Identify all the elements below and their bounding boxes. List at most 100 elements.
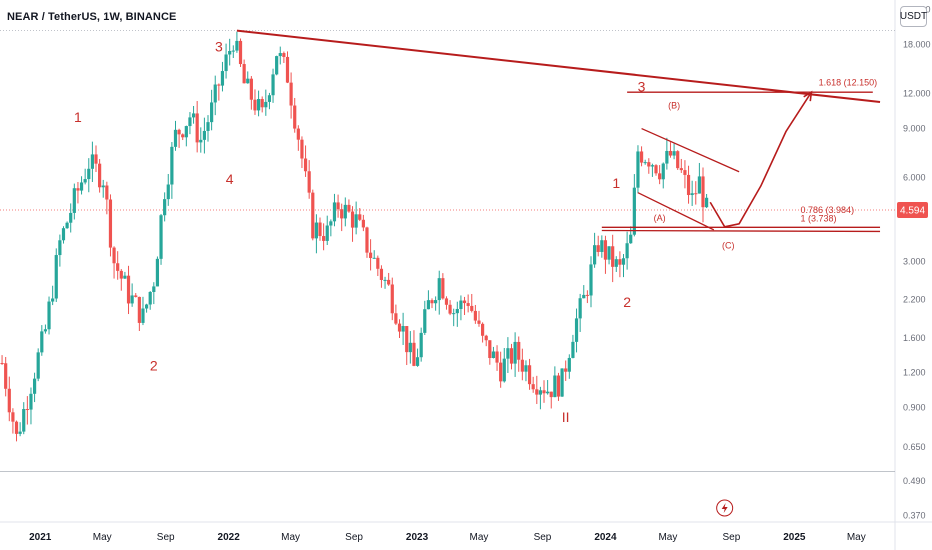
candle-body	[553, 375, 557, 398]
wave-label: 2	[150, 358, 158, 374]
candle-body	[69, 212, 73, 223]
candle-body	[282, 53, 286, 57]
candle-body	[473, 310, 477, 321]
candle-body	[441, 278, 445, 299]
x-tick-label: May	[281, 532, 300, 543]
channel-lower[interactable]	[637, 192, 715, 231]
wave-label: 2	[623, 294, 631, 310]
candle-body	[300, 139, 304, 159]
candle-body	[246, 78, 250, 84]
candle-body	[672, 151, 676, 156]
candle-body	[314, 222, 318, 239]
candle-body	[289, 82, 293, 106]
x-tick-label: May	[470, 532, 489, 543]
channel-upper[interactable]	[641, 127, 740, 173]
candle-body	[58, 240, 62, 256]
candle-body	[632, 187, 636, 235]
candle-body	[90, 154, 94, 169]
candle-body	[329, 221, 333, 226]
candle-body	[365, 227, 369, 253]
candle-body	[546, 391, 550, 394]
candle-body	[466, 303, 470, 306]
candle-body	[354, 214, 358, 228]
candle-body	[101, 185, 105, 188]
candle-body	[7, 388, 11, 413]
candle-body	[513, 341, 517, 364]
y-tick-label: 1.600	[903, 333, 926, 343]
candle-body	[235, 40, 239, 51]
support-level-2[interactable]	[601, 229, 881, 233]
resistance-trendline[interactable]	[236, 29, 881, 104]
candle-body	[459, 300, 463, 309]
candle-body	[658, 173, 662, 180]
projection-arrowhead	[803, 90, 813, 102]
candle-body	[108, 199, 113, 248]
candle-body	[238, 40, 243, 65]
candle-body	[578, 298, 582, 319]
candle-body	[206, 122, 210, 131]
candle-body	[527, 365, 532, 385]
candle-body	[188, 117, 192, 127]
candle-body	[607, 246, 611, 260]
fib-annotation: 0.786 (3.984)	[801, 205, 855, 215]
candle-body	[701, 176, 705, 208]
candle-body	[65, 222, 69, 229]
candle-body	[614, 259, 618, 267]
candle-body	[275, 56, 279, 75]
candle-body	[462, 300, 467, 304]
x-tick-label: 2025	[783, 532, 806, 543]
candle-body	[676, 151, 680, 169]
wave-label: 1	[612, 175, 620, 191]
projection-path[interactable]	[709, 91, 813, 228]
candle-body	[600, 240, 604, 252]
candle-body	[228, 51, 232, 55]
candle-body	[629, 234, 633, 244]
last-price-label: 4.594	[900, 206, 925, 217]
y-tick-label: 2.200	[903, 294, 926, 304]
candle-body	[426, 300, 431, 310]
candle-body	[567, 357, 571, 372]
candle-body	[256, 99, 261, 111]
candle-body	[210, 102, 214, 123]
candle-body	[665, 150, 669, 164]
candle-body	[32, 378, 37, 394]
candle-body	[116, 263, 120, 271]
candle-body	[191, 113, 196, 118]
candle-body	[488, 340, 492, 359]
y-tick-label: 0.490	[903, 476, 926, 486]
candle-body	[538, 390, 543, 395]
candle-body	[137, 296, 141, 323]
candle-body	[484, 335, 488, 341]
x-tick-label: May	[658, 532, 677, 543]
candle-body	[434, 300, 438, 304]
candle-body	[43, 329, 48, 332]
candle-body	[231, 50, 235, 52]
x-tick-label: May	[93, 532, 112, 543]
candle-body	[643, 162, 647, 164]
wave-label: (C)	[722, 240, 735, 250]
candle-body	[661, 163, 665, 180]
candle-body	[25, 409, 29, 411]
candle-body	[271, 74, 275, 96]
currency-button[interactable]: USDT	[900, 6, 927, 27]
wave-label: (B)	[668, 101, 680, 111]
candle-body	[332, 202, 337, 222]
x-tick-label: 2024	[594, 532, 617, 543]
y-tick-label: 0.650	[903, 442, 926, 452]
candle-body	[379, 268, 384, 280]
y-tick-label: 3.000	[903, 257, 926, 267]
candle-body	[303, 158, 308, 172]
candle-body	[524, 365, 528, 372]
candle-body	[564, 368, 568, 372]
x-tick-label: 2023	[406, 532, 429, 543]
candle-body	[376, 257, 380, 269]
candle-body	[184, 126, 188, 138]
candle-body	[470, 305, 474, 311]
candle-body	[574, 318, 579, 342]
candle-body	[405, 326, 409, 353]
candle-body	[123, 275, 127, 279]
candle-body	[694, 193, 698, 195]
candle-body	[603, 240, 608, 260]
